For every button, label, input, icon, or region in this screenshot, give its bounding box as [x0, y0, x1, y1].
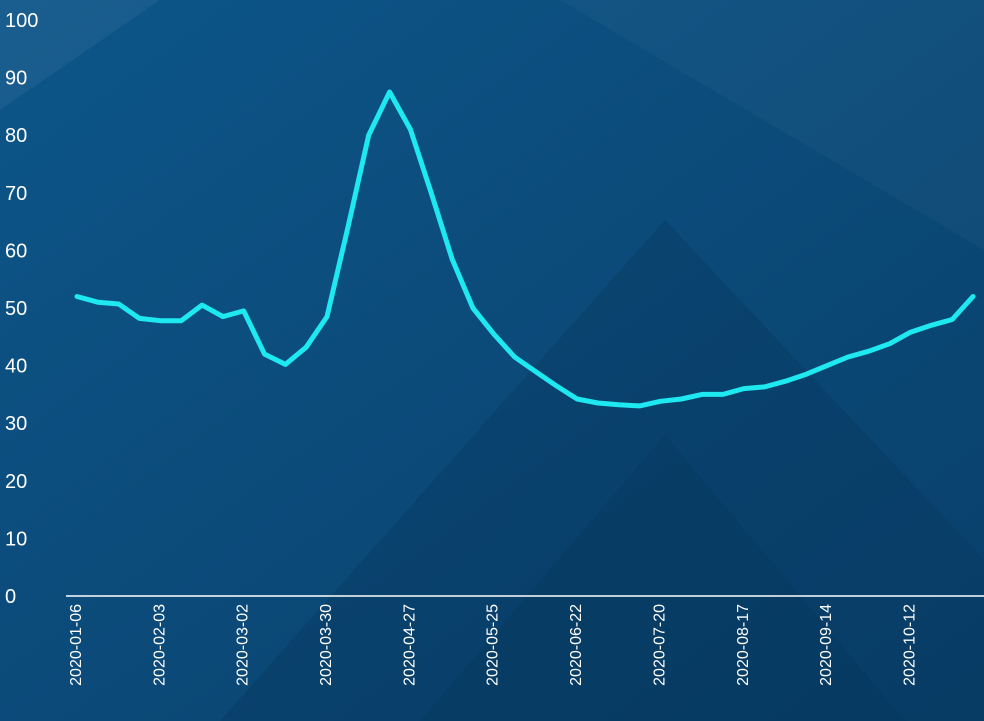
x-tick-label: 2020-03-02 [235, 604, 252, 686]
y-tick-label: 30 [5, 413, 27, 435]
x-axis-ticks: 2020-01-06 2020-02-03 2020-03-02 2020-03-30… [68, 604, 918, 686]
x-tick-label: 2020-06-22 [568, 604, 585, 686]
y-tick-label: 100 [5, 10, 38, 32]
y-tick-label: 50 [5, 298, 27, 320]
series-line [74, 89, 976, 409]
y-tick-label: 40 [5, 356, 27, 378]
y-tick-label: 10 [5, 528, 27, 550]
x-tick-label: 2020-01-06 [68, 604, 85, 686]
x-tick-label: 2020-04-27 [401, 604, 418, 686]
y-tick-label: 0 [5, 586, 16, 608]
y-tick-label: 60 [5, 240, 27, 262]
x-tick-label: 2020-02-03 [151, 604, 168, 686]
x-tick-label: 2020-10-12 [901, 604, 918, 686]
y-axis-ticks: 0 10 20 30 40 50 60 70 80 90 100 [5, 10, 38, 608]
x-tick-label: 2020-09-14 [818, 604, 835, 686]
y-tick-label: 80 [5, 125, 27, 147]
x-tick-label: 2020-05-25 [485, 604, 502, 686]
y-tick-label: 70 [5, 183, 27, 205]
y-tick-label: 20 [5, 471, 27, 493]
x-tick-label: 2020-07-20 [651, 604, 668, 686]
x-tick-label: 2020-08-17 [735, 604, 752, 686]
x-tick-label: 2020-03-30 [318, 604, 335, 686]
y-tick-label: 90 [5, 68, 27, 90]
